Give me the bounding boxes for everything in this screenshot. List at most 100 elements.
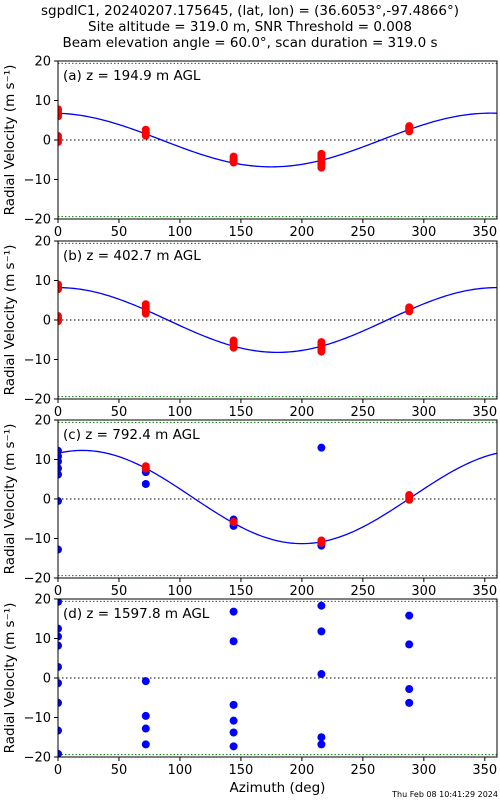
y-tick-label: −20 xyxy=(24,572,51,587)
y-axis-label: Radial Velocity (m s⁻¹) xyxy=(2,603,18,754)
panel-label: (c) z = 792.4 m AGL xyxy=(63,427,200,443)
blue-data-point xyxy=(317,733,326,742)
blue-data-point xyxy=(405,611,414,620)
red-data-point xyxy=(141,464,150,473)
red-data-point xyxy=(229,343,238,352)
panel-label: (d) z = 1597.8 m AGL xyxy=(63,606,210,622)
blue-data-point xyxy=(141,724,150,733)
red-data-point xyxy=(58,317,62,326)
y-tick-label: −10 xyxy=(24,353,51,368)
panel-label: (a) z = 194.9 m AGL xyxy=(63,68,201,84)
x-tick-label: 300 xyxy=(411,225,436,240)
x-tick-label: 150 xyxy=(229,763,254,778)
blue-data-point xyxy=(58,464,62,473)
blue-data-point xyxy=(317,601,326,610)
red-data-point xyxy=(229,517,238,526)
y-tick-label: −20 xyxy=(24,393,51,408)
timestamp: Thu Feb 08 10:41:29 2024 xyxy=(391,790,498,799)
blue-data-point xyxy=(405,640,414,649)
blue-data-point xyxy=(229,728,238,737)
blue-data-point xyxy=(58,545,62,554)
y-tick-label: −10 xyxy=(24,532,51,547)
blue-data-point xyxy=(58,470,62,479)
blue-data-point xyxy=(405,685,414,694)
y-tick-label: 0 xyxy=(43,314,51,329)
x-tick-label: 200 xyxy=(289,763,314,778)
blue-data-point xyxy=(58,624,62,633)
x-tick-label: 300 xyxy=(411,584,436,599)
figure-title-line-1: sgpdlC1, 20240207.175645, (lat, lon) = (… xyxy=(41,3,459,19)
red-data-point xyxy=(141,131,150,140)
blue-data-point xyxy=(229,716,238,725)
y-tick-label: 10 xyxy=(34,453,51,468)
figure-title-line-2: Site altitude = 319.0 m, SNR Threshold =… xyxy=(88,19,412,35)
blue-data-point xyxy=(141,740,150,749)
figure-title-line-3: Beam elevation angle = 60.0°, scan durat… xyxy=(62,35,437,51)
blue-data-point xyxy=(58,698,62,707)
y-tick-label: 20 xyxy=(34,593,51,608)
blue-data-point xyxy=(317,443,326,452)
x-tick-label: 250 xyxy=(350,584,375,599)
fit-curve xyxy=(57,286,498,354)
y-tick-label: 20 xyxy=(34,235,51,250)
x-tick-label: 100 xyxy=(168,763,193,778)
x-tick-label: 100 xyxy=(168,584,193,599)
blue-data-point xyxy=(141,479,150,488)
blue-data-point xyxy=(317,627,326,636)
y-axis-label: Radial Velocity (m s⁻¹) xyxy=(2,245,18,396)
x-tick-label: 300 xyxy=(411,763,436,778)
x-tick-label: 300 xyxy=(411,405,436,420)
blue-data-point xyxy=(58,632,62,641)
fit-curve xyxy=(57,449,498,545)
y-tick-label: 10 xyxy=(34,632,51,647)
red-data-point xyxy=(229,158,238,167)
x-tick-label: 0 xyxy=(54,584,62,599)
x-tick-label: 50 xyxy=(111,763,128,778)
y-tick-label: 0 xyxy=(43,672,51,687)
x-tick-label: 50 xyxy=(111,225,128,240)
blue-data-point xyxy=(405,698,414,707)
red-data-point xyxy=(317,347,326,356)
y-tick-label: 0 xyxy=(43,134,51,149)
x-tick-label: 100 xyxy=(168,225,193,240)
blue-data-point xyxy=(58,662,62,671)
blue-data-point xyxy=(58,641,62,650)
panel-label: (b) z = 402.7 m AGL xyxy=(63,248,201,264)
data-points xyxy=(58,280,414,356)
y-tick-label: −20 xyxy=(24,213,51,228)
red-data-point xyxy=(317,538,326,547)
x-tick-label: 350 xyxy=(472,584,497,599)
blue-data-point xyxy=(141,711,150,720)
x-tick-label: 350 xyxy=(472,405,497,420)
y-tick-label: 10 xyxy=(34,94,51,109)
blue-data-point xyxy=(58,749,62,757)
y-tick-label: −20 xyxy=(24,751,51,766)
red-data-point xyxy=(405,127,414,136)
x-tick-label: 0 xyxy=(54,225,62,240)
x-tick-label: 250 xyxy=(350,405,375,420)
blue-data-point xyxy=(58,599,62,606)
data-points xyxy=(58,105,414,172)
x-tick-label: 0 xyxy=(54,405,62,420)
x-tick-label: 150 xyxy=(229,405,254,420)
x-tick-label: 50 xyxy=(111,584,128,599)
x-axis-label: Azimuth (deg) xyxy=(230,780,326,796)
blue-data-point xyxy=(141,677,150,686)
x-tick-label: 200 xyxy=(289,405,314,420)
red-data-point xyxy=(405,307,414,316)
blue-data-point xyxy=(229,700,238,709)
y-tick-label: 20 xyxy=(34,414,51,429)
red-data-point xyxy=(58,285,62,294)
blue-data-point xyxy=(58,726,62,735)
red-data-point xyxy=(58,112,62,121)
y-tick-label: 10 xyxy=(34,274,51,289)
blue-data-point xyxy=(58,679,62,688)
data-points xyxy=(58,599,414,757)
blue-data-point xyxy=(317,670,326,679)
blue-data-point xyxy=(229,637,238,646)
red-data-point xyxy=(141,309,150,318)
x-tick-label: 50 xyxy=(111,405,128,420)
